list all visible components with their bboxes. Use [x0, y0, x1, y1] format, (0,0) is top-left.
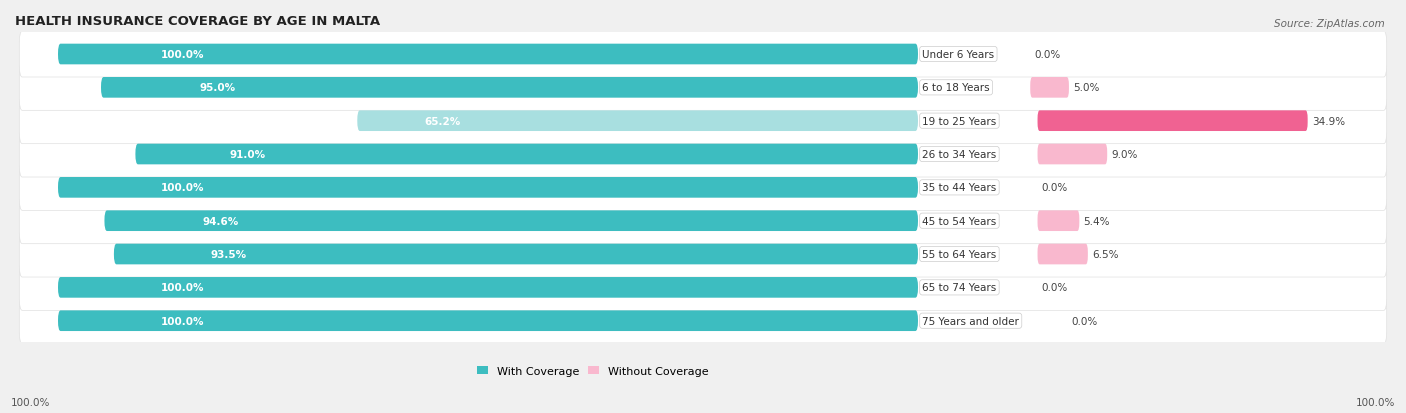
Text: 35 to 44 Years: 35 to 44 Years [922, 183, 997, 193]
FancyBboxPatch shape [20, 98, 1386, 144]
FancyBboxPatch shape [20, 265, 1386, 311]
Text: HEALTH INSURANCE COVERAGE BY AGE IN MALTA: HEALTH INSURANCE COVERAGE BY AGE IN MALT… [15, 15, 380, 28]
Text: 100.0%: 100.0% [11, 397, 51, 407]
FancyBboxPatch shape [20, 132, 1386, 178]
Text: 100.0%: 100.0% [1355, 397, 1395, 407]
Text: 45 to 54 Years: 45 to 54 Years [922, 216, 997, 226]
Text: 100.0%: 100.0% [162, 316, 205, 326]
Text: 94.6%: 94.6% [202, 216, 239, 226]
FancyBboxPatch shape [1038, 244, 1088, 265]
Text: 6 to 18 Years: 6 to 18 Years [922, 83, 990, 93]
FancyBboxPatch shape [20, 298, 1386, 344]
Text: 93.5%: 93.5% [211, 249, 246, 259]
FancyBboxPatch shape [357, 111, 918, 132]
Text: 34.9%: 34.9% [1312, 116, 1346, 126]
Text: 5.0%: 5.0% [1073, 83, 1099, 93]
FancyBboxPatch shape [20, 165, 1386, 211]
FancyBboxPatch shape [20, 32, 1386, 78]
FancyBboxPatch shape [101, 78, 918, 98]
Text: Source: ZipAtlas.com: Source: ZipAtlas.com [1274, 19, 1385, 28]
Text: 100.0%: 100.0% [162, 50, 205, 60]
FancyBboxPatch shape [104, 211, 918, 231]
FancyBboxPatch shape [58, 311, 918, 331]
Text: 19 to 25 Years: 19 to 25 Years [922, 116, 997, 126]
FancyBboxPatch shape [20, 231, 1386, 278]
Legend: With Coverage, Without Coverage: With Coverage, Without Coverage [472, 361, 713, 380]
FancyBboxPatch shape [135, 144, 918, 165]
FancyBboxPatch shape [1038, 111, 1308, 132]
Text: 65 to 74 Years: 65 to 74 Years [922, 282, 997, 293]
FancyBboxPatch shape [114, 244, 918, 265]
Text: 65.2%: 65.2% [425, 116, 461, 126]
Text: 100.0%: 100.0% [162, 183, 205, 193]
Text: 0.0%: 0.0% [1035, 50, 1060, 60]
Text: 5.4%: 5.4% [1084, 216, 1111, 226]
FancyBboxPatch shape [58, 45, 918, 65]
Text: 91.0%: 91.0% [229, 150, 266, 160]
FancyBboxPatch shape [20, 198, 1386, 244]
Text: Under 6 Years: Under 6 Years [922, 50, 994, 60]
Text: 0.0%: 0.0% [1042, 183, 1069, 193]
FancyBboxPatch shape [1031, 78, 1069, 98]
Text: 9.0%: 9.0% [1112, 150, 1137, 160]
FancyBboxPatch shape [1038, 144, 1107, 165]
FancyBboxPatch shape [58, 278, 918, 298]
Text: 75 Years and older: 75 Years and older [922, 316, 1019, 326]
Text: 6.5%: 6.5% [1092, 249, 1119, 259]
Text: 26 to 34 Years: 26 to 34 Years [922, 150, 997, 160]
Text: 0.0%: 0.0% [1042, 282, 1069, 293]
FancyBboxPatch shape [20, 65, 1386, 111]
Text: 0.0%: 0.0% [1071, 316, 1097, 326]
Text: 100.0%: 100.0% [162, 282, 205, 293]
FancyBboxPatch shape [58, 178, 918, 198]
Text: 95.0%: 95.0% [200, 83, 235, 93]
FancyBboxPatch shape [1038, 211, 1080, 231]
Text: 55 to 64 Years: 55 to 64 Years [922, 249, 997, 259]
